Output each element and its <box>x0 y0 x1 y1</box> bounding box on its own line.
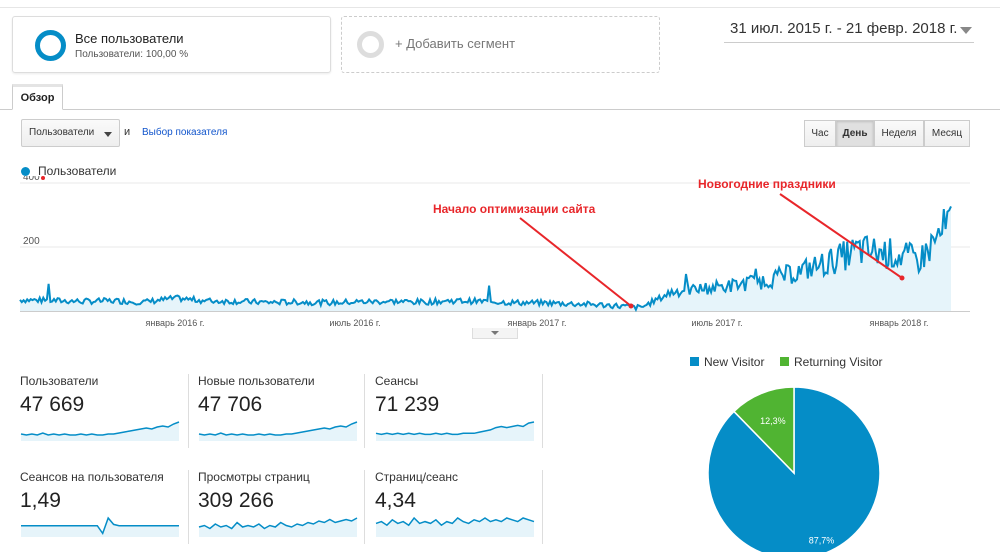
metric-sparkline <box>375 516 535 537</box>
x-tick-label: январь 2018 г. <box>870 318 929 328</box>
metric-sparkline <box>198 421 358 441</box>
visitor-type-pie-chart: New Visitor Returning Visitor 87,7% 12,3% <box>690 355 883 552</box>
metric-card: Страниц/сеанс 4,34 <box>375 470 545 546</box>
pie-slice-label: 87,7% <box>809 536 835 546</box>
metric-value: 47 706 <box>198 393 263 416</box>
segment-ring-icon <box>35 30 66 61</box>
add-segment-button[interactable]: + Добавить сегмент <box>341 16 660 73</box>
granularity-week-button[interactable]: Неделя <box>874 120 924 147</box>
metric-value: 4,34 <box>375 489 416 512</box>
users-line <box>19 205 952 313</box>
annotation-arrow <box>779 193 903 279</box>
segment-title: Все пользователи <box>75 31 184 46</box>
card-divider <box>542 374 543 448</box>
annotation-marker <box>41 176 45 180</box>
card-divider <box>188 374 189 448</box>
metric-sparkline <box>198 517 358 537</box>
date-range-text: 31 июл. 2015 г. - 21 февр. 2018 г. <box>730 20 958 37</box>
pie-legend-swatch <box>780 357 789 366</box>
metric-label: Просмотры страниц <box>198 470 310 484</box>
date-range-picker[interactable]: 31 июл. 2015 г. - 21 февр. 2018 г. <box>724 18 974 43</box>
sparkline-area <box>21 422 179 441</box>
granularity-month-button[interactable]: Месяц <box>924 120 970 147</box>
metric-label: Страниц/сеанс <box>375 470 459 484</box>
metric-sparkline <box>20 421 180 441</box>
metric-card: Сеансов на пользователя 1,49 <box>20 470 190 546</box>
pie-slice-label: 12,3% <box>760 416 786 426</box>
tab-overview[interactable]: Обзор <box>12 84 63 110</box>
sparkline-line <box>20 421 180 436</box>
x-tick-label: январь 2016 г. <box>146 318 205 328</box>
metric-card: Просмотры страниц 309 266 <box>198 470 368 546</box>
annotation-optimization: Начало оптимизации сайта <box>433 202 596 216</box>
pie-slice <box>732 386 795 475</box>
pie-legend-label: New Visitor <box>704 355 764 369</box>
y-tick-label: 200 <box>23 236 40 247</box>
metric-card: Сеансы 71 239 <box>375 374 545 450</box>
sparkline-line <box>198 517 358 530</box>
pie-legend-label: Returning Visitor <box>794 355 883 369</box>
segment-subtitle: Пользователи: 100,00 % <box>75 49 189 60</box>
card-divider <box>364 374 365 448</box>
x-tick-label: июль 2017 г. <box>691 318 742 328</box>
chevron-down-icon <box>960 27 972 34</box>
sparkline-area <box>21 518 179 537</box>
metric-value: 47 669 <box>20 393 85 416</box>
select-metric-link[interactable]: Выбор показателя <box>142 127 228 138</box>
series-legend-dot <box>21 167 30 176</box>
sparkline-line <box>375 516 535 527</box>
metric-label: Сеансов на пользователя <box>20 470 164 484</box>
metric-sparkline <box>21 516 179 537</box>
tab-divider <box>0 109 1000 110</box>
pie-slice <box>707 386 881 552</box>
metric-card: Пользователи 47 669 <box>20 374 190 450</box>
card-divider <box>542 470 543 544</box>
sparkline-area <box>376 422 534 441</box>
y-tick-label: 400 <box>23 176 40 183</box>
pie-legend-swatch <box>690 357 699 366</box>
sparkline-line <box>198 421 358 436</box>
metric-dropdown[interactable]: Пользователи <box>21 119 120 147</box>
chevron-down-icon <box>491 331 499 335</box>
sparkline-area <box>199 422 357 441</box>
sparkline-area <box>199 518 357 537</box>
x-tick-label: январь 2017 г. <box>508 318 567 328</box>
dropdown-caret-icon <box>104 132 112 137</box>
users-over-time-chart: 200 400 январь 2016 г. июль 2016 г. январь … <box>19 176 970 328</box>
annotation-point <box>899 275 905 281</box>
empty-segment-ring-icon <box>357 31 384 58</box>
sparkline-area <box>376 518 534 537</box>
metric-value: 309 266 <box>198 489 274 512</box>
sparkline-line <box>21 516 179 536</box>
metric-value: 1,49 <box>20 489 61 512</box>
metric-label: Новые пользователи <box>198 374 315 388</box>
metric-label: Пользователи <box>20 374 99 388</box>
metric-dropdown-value: Пользователи <box>29 127 95 138</box>
granularity-hour-button[interactable]: Час <box>804 120 836 147</box>
annotation-arrow <box>519 217 632 307</box>
sparkline-line <box>375 421 535 436</box>
top-bar <box>0 0 1000 8</box>
metric-sparkline <box>375 421 535 441</box>
segment-all-users[interactable]: Все пользователи Пользователи: 100,00 % <box>12 16 331 73</box>
card-divider <box>364 470 365 544</box>
annotation-holidays: Новогодние праздники <box>698 177 836 191</box>
series-legend-label: Пользователи <box>38 164 117 178</box>
metric-card: Новые пользователи 47 706 <box>198 374 368 450</box>
and-label: и <box>124 126 131 138</box>
add-segment-label: + Добавить сегмент <box>395 36 516 51</box>
chart-expand-handle[interactable] <box>472 328 518 339</box>
metric-label: Сеансы <box>375 374 419 388</box>
granularity-day-button[interactable]: День <box>836 120 874 147</box>
metric-value: 71 239 <box>375 393 440 416</box>
users-area <box>20 206 951 311</box>
card-divider <box>188 470 189 544</box>
x-tick-label: июль 2016 г. <box>329 318 380 328</box>
annotation-point <box>628 303 634 309</box>
